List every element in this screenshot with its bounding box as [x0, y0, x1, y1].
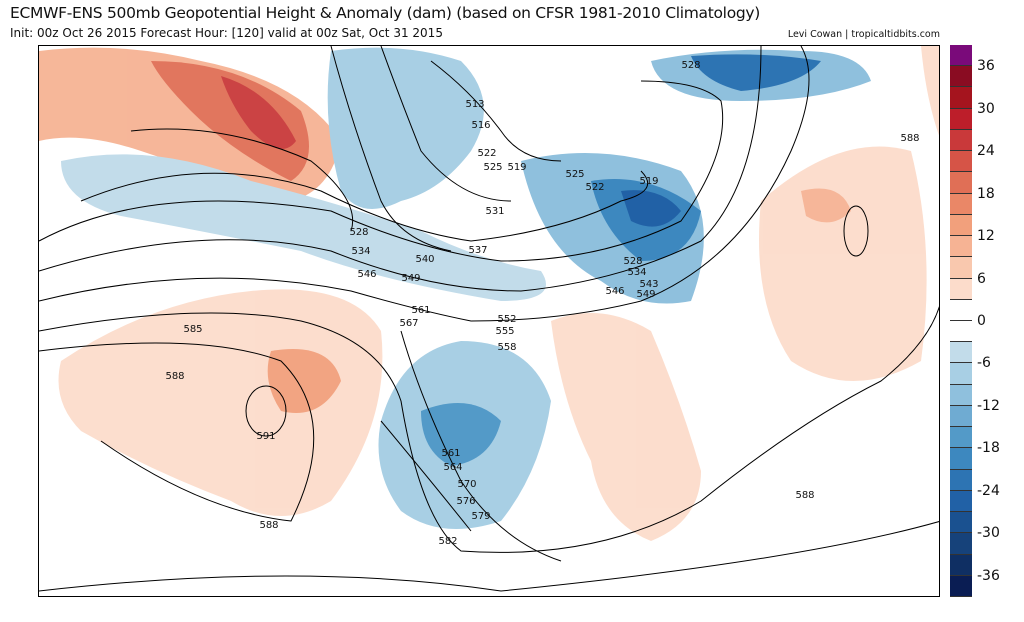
colorbar-segment — [950, 554, 972, 576]
contour-label: 549 — [636, 289, 655, 300]
colorbar-segment — [950, 299, 972, 321]
positive-anomalies — [39, 46, 939, 541]
contour-label: 531 — [485, 206, 504, 217]
contour-label: 564 — [443, 462, 462, 473]
contour-label: 588 — [900, 133, 919, 144]
contour-label: 528 — [623, 256, 642, 267]
colorbar-tick-label: -18 — [977, 440, 1000, 457]
colorbar-tick-label: -36 — [977, 567, 1000, 584]
colorbar-segment — [950, 278, 972, 300]
colorbar-segment — [950, 87, 972, 109]
contour-label: 561 — [411, 305, 430, 316]
contour-label: 579 — [471, 511, 490, 522]
contour-label: 588 — [795, 490, 814, 501]
contour-label: 567 — [399, 318, 418, 329]
contour-label: 585 — [183, 324, 202, 335]
contour-label: 549 — [401, 273, 420, 284]
colorbar-segment — [950, 342, 972, 364]
contour-label: 588 — [165, 371, 184, 382]
contour-label: 558 — [497, 342, 516, 353]
contour-label: 522 — [477, 148, 496, 159]
colorbar-tick-label: 12 — [977, 228, 995, 245]
contour-label: 546 — [605, 286, 624, 297]
colorbar-segment — [950, 427, 972, 449]
colorbar-segment — [950, 363, 972, 385]
anomaly-colorbar — [950, 45, 972, 597]
colorbar-segment — [950, 533, 972, 555]
colorbar-tick-label: 0 — [977, 313, 986, 329]
colorbar-segment — [950, 448, 972, 470]
map-subtitle: Init: 00z Oct 26 2015 Forecast Hour: [12… — [10, 26, 443, 40]
contour-label: 519 — [639, 176, 658, 187]
colorbar-segment — [950, 66, 972, 88]
contour-label: 534 — [351, 246, 370, 257]
contour-label: 522 — [585, 182, 604, 193]
colorbar-segment — [950, 193, 972, 215]
colorbar-segment — [950, 512, 972, 534]
contour-label: 546 — [357, 269, 376, 280]
colorbar-segment — [950, 384, 972, 406]
colorbar-segment — [950, 490, 972, 513]
contour-label: 591 — [256, 431, 275, 442]
colorbar-segment — [950, 257, 972, 279]
colorbar-segment — [950, 172, 972, 194]
contour-label: 534 — [627, 267, 646, 278]
contour-label: 576 — [456, 496, 475, 507]
credit: Levi Cowan | tropicaltidbits.com — [787, 29, 940, 40]
colorbar-tick-label: 36 — [977, 58, 995, 75]
colorbar-tick-label: 30 — [977, 100, 995, 117]
contour-label: 543 — [639, 279, 658, 290]
contour-label: 525 — [565, 169, 584, 180]
colorbar-segment — [950, 214, 972, 237]
colorbar-segment — [950, 405, 972, 428]
colorbar-tick-label: -6 — [977, 355, 991, 372]
map-title: ECMWF-ENS 500mb Geopotential Height & An… — [10, 4, 761, 22]
contour-label: 555 — [495, 326, 514, 337]
contour-label: 582 — [438, 536, 457, 547]
colorbar-segment — [950, 236, 972, 258]
contour-label: 588 — [259, 520, 278, 531]
colorbar-segment — [950, 575, 972, 597]
weather-map: 528 513 516 522 525 519 525 522 519 531 528 534 546 5… — [38, 45, 940, 597]
colorbar-segment — [950, 321, 972, 343]
contour-label: 552 — [497, 314, 516, 325]
colorbar-segment — [950, 45, 972, 67]
contour-label: 528 — [349, 227, 368, 238]
contour-label: 561 — [441, 448, 460, 459]
colorbar-tick-label: -30 — [977, 525, 1000, 542]
colorbar-tick-label: -12 — [977, 397, 1000, 414]
colorbar-segment — [950, 129, 972, 152]
colorbar-segment — [950, 151, 972, 173]
contour-label: 540 — [415, 254, 434, 265]
colorbar-tick-label: 18 — [977, 185, 995, 202]
height-contours — [39, 46, 939, 592]
contour-label: 513 — [465, 99, 484, 110]
colorbar-segment — [950, 108, 972, 130]
colorbar-tick-label: 6 — [977, 270, 986, 287]
contour-label: 516 — [471, 120, 490, 131]
contour-label: 525 — [483, 162, 502, 173]
contour-label: 528 — [681, 60, 700, 71]
colorbar-segment — [950, 469, 972, 491]
colorbar-tick-label: -24 — [977, 482, 1000, 499]
contour-label: 570 — [457, 479, 476, 490]
colorbar-tick-label: 24 — [977, 143, 995, 160]
contour-label: 519 — [507, 162, 526, 173]
negative-anomalies — [61, 47, 871, 529]
contour-label: 537 — [468, 245, 487, 256]
